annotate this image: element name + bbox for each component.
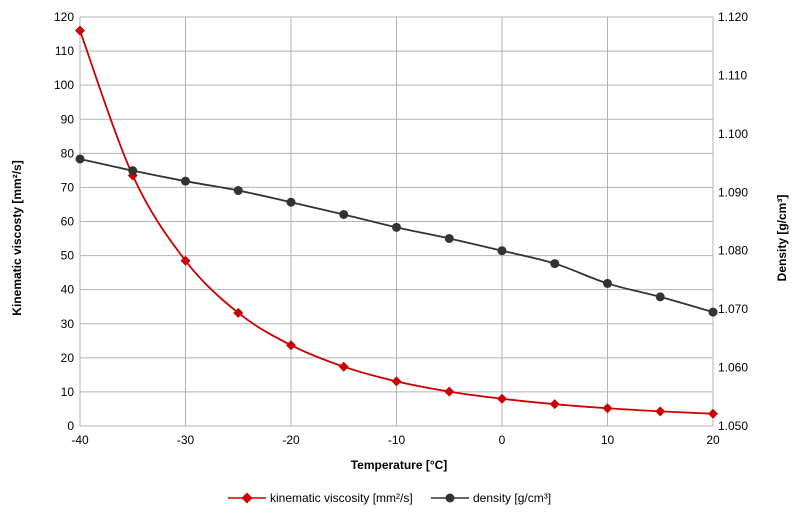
data-point-density (550, 259, 560, 269)
y-right-tick-label: 1.060 (718, 361, 748, 375)
data-point-density (603, 278, 612, 288)
y-right-tick-label: 1.080 (718, 244, 748, 258)
y-left-tick-label: 60 (61, 215, 75, 229)
data-point-density (444, 233, 454, 243)
data-point-viscosity (655, 406, 666, 417)
x-tick-label: 0 (499, 433, 506, 447)
data-point-density (75, 154, 85, 164)
data-point-density (128, 166, 138, 176)
x-tick-label: -40 (71, 433, 89, 447)
x-tick-label: 20 (706, 433, 720, 447)
y-left-tick-label: 40 (61, 283, 75, 297)
legend-item-density: density [g/cm³] (431, 491, 551, 505)
y-left-tick-label: 100 (54, 78, 74, 92)
legend-label-viscosity: kinematic viscosity [mm²/s] (270, 491, 413, 505)
y-right-tick-label: 1.100 (718, 127, 748, 141)
series-layer (75, 25, 718, 419)
data-point-viscosity (233, 307, 244, 318)
y-left-tick-label: 120 (54, 10, 74, 24)
y-axis-right-title: Density [g/cm³] (775, 195, 789, 282)
legend-marker-viscosity (241, 492, 253, 504)
data-point-viscosity (444, 386, 455, 397)
data-point-density (339, 209, 349, 219)
data-point-density (708, 307, 718, 317)
y-left-tick-label: 80 (61, 146, 75, 160)
x-tick-label: -20 (282, 433, 300, 447)
x-tick-label: -10 (388, 433, 406, 447)
legend: kinematic viscosity [mm²/s] density [g/c… (228, 491, 551, 505)
data-point-density (655, 292, 665, 302)
y-left-tick-label: 110 (55, 44, 74, 58)
data-point-viscosity (338, 361, 349, 372)
legend-item-viscosity: kinematic viscosity [mm²/s] (228, 491, 413, 505)
data-point-viscosity (602, 403, 613, 414)
y-left-tick-label: 0 (67, 419, 74, 433)
y-right-tick-label: 1.110 (718, 68, 747, 82)
y-right-tick-label: 1.090 (718, 185, 748, 199)
data-point-density (181, 176, 190, 186)
data-point-density (497, 246, 507, 256)
data-point-viscosity (497, 393, 507, 404)
tick-labels: -40 -30 -20 -10 0 10 20 0 10 20 30 40 50 60 70 80 90 100 1… (54, 10, 748, 447)
x-tick-label: 10 (601, 433, 615, 447)
data-point-density (233, 186, 243, 196)
y-right-tick-label: 1.070 (718, 302, 748, 316)
data-point-viscosity (708, 408, 718, 419)
data-point-viscosity (75, 25, 85, 36)
data-point-density (286, 197, 296, 207)
legend-marker-density (445, 493, 455, 503)
y-axis-left-title: Kinematic viscosty [mm²/s] (10, 160, 24, 315)
y-left-tick-label: 30 (61, 317, 75, 331)
y-left-tick-label: 50 (61, 249, 75, 263)
y-left-tick-label: 90 (61, 112, 75, 126)
data-point-viscosity (549, 399, 560, 410)
y-left-tick-label: 70 (61, 180, 75, 194)
y-right-tick-label: 1.050 (718, 419, 748, 433)
legend-label-density: density [g/cm³] (473, 491, 551, 505)
plot-area-border (79, 16, 714, 427)
x-tick-label: -30 (177, 433, 195, 447)
data-point-density (392, 222, 401, 232)
data-point-viscosity (180, 255, 191, 266)
data-point-viscosity (391, 376, 402, 387)
grid-lines (79, 16, 714, 427)
y-right-tick-label: 1.120 (718, 10, 748, 24)
y-left-tick-label: 20 (61, 351, 75, 365)
x-axis-title: Temperature [°C] (351, 458, 448, 472)
y-left-tick-label: 10 (61, 385, 75, 399)
data-point-viscosity (286, 340, 296, 351)
